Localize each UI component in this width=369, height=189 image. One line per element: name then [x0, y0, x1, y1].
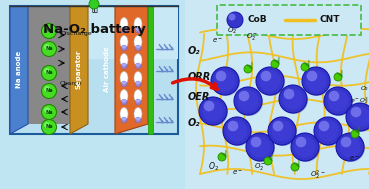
Circle shape — [259, 70, 280, 91]
Circle shape — [41, 119, 56, 135]
Circle shape — [223, 117, 251, 145]
Circle shape — [249, 136, 270, 157]
Circle shape — [135, 45, 141, 51]
Text: $O_2$: $O_2$ — [207, 161, 218, 173]
Circle shape — [314, 117, 342, 145]
Circle shape — [41, 66, 56, 81]
Circle shape — [349, 106, 369, 128]
Circle shape — [44, 86, 50, 92]
Circle shape — [247, 134, 275, 162]
Ellipse shape — [134, 90, 142, 102]
Circle shape — [296, 137, 306, 147]
Text: Charge: Charge — [60, 81, 83, 85]
Circle shape — [303, 68, 331, 96]
Ellipse shape — [120, 71, 128, 84]
Circle shape — [228, 13, 235, 20]
Circle shape — [351, 107, 361, 117]
Circle shape — [44, 122, 50, 128]
Circle shape — [280, 86, 308, 114]
Text: Na: Na — [45, 109, 53, 115]
Polygon shape — [70, 6, 88, 134]
FancyBboxPatch shape — [148, 6, 153, 134]
Text: $e^-O_2^{2-}$: $e^-O_2^{2-}$ — [350, 96, 369, 106]
Circle shape — [227, 121, 248, 142]
Text: Na: Na — [45, 88, 53, 94]
Ellipse shape — [134, 53, 142, 67]
Circle shape — [336, 133, 364, 161]
Text: $O_2^-$: $O_2^-$ — [246, 32, 258, 43]
Circle shape — [292, 134, 320, 162]
Circle shape — [227, 12, 243, 28]
Text: Na: Na — [45, 125, 53, 129]
Circle shape — [351, 130, 359, 138]
Circle shape — [283, 88, 303, 109]
Text: 🌿: 🌿 — [91, 2, 97, 12]
Text: Na anode: Na anode — [16, 50, 22, 88]
Ellipse shape — [120, 108, 128, 121]
Circle shape — [235, 88, 263, 116]
Circle shape — [269, 118, 297, 146]
Circle shape — [341, 137, 351, 147]
Text: $O_2$: $O_2$ — [227, 26, 237, 36]
Text: OER: OER — [188, 92, 210, 102]
Circle shape — [44, 107, 50, 113]
Circle shape — [121, 117, 127, 123]
Circle shape — [301, 63, 309, 71]
Circle shape — [291, 163, 299, 171]
Text: $e^-$: $e^-$ — [213, 36, 224, 45]
Text: $O_2^-$: $O_2^-$ — [254, 161, 266, 173]
Text: Na-O₂ battery: Na-O₂ battery — [43, 22, 145, 36]
Circle shape — [347, 104, 369, 132]
Circle shape — [199, 97, 227, 125]
Circle shape — [234, 87, 262, 115]
Circle shape — [273, 121, 283, 131]
Circle shape — [200, 98, 228, 126]
Circle shape — [272, 121, 293, 142]
FancyBboxPatch shape — [10, 6, 178, 59]
Circle shape — [302, 67, 330, 95]
Text: ORR: ORR — [188, 72, 211, 82]
Text: $O_2^{2-}$: $O_2^{2-}$ — [310, 168, 326, 182]
Circle shape — [239, 91, 249, 101]
Ellipse shape — [120, 18, 128, 30]
Circle shape — [251, 137, 261, 147]
Circle shape — [135, 81, 141, 87]
Text: Na: Na — [45, 70, 53, 75]
Circle shape — [257, 68, 285, 96]
Circle shape — [41, 42, 56, 57]
Circle shape — [319, 121, 329, 131]
Circle shape — [334, 73, 342, 81]
Circle shape — [238, 91, 259, 112]
Ellipse shape — [134, 108, 142, 121]
Circle shape — [121, 63, 127, 69]
Circle shape — [329, 91, 339, 101]
Circle shape — [135, 63, 141, 69]
Circle shape — [212, 68, 240, 96]
Circle shape — [41, 105, 56, 119]
Circle shape — [339, 136, 361, 157]
Circle shape — [306, 70, 327, 91]
Circle shape — [135, 117, 141, 123]
Ellipse shape — [134, 71, 142, 84]
Polygon shape — [28, 6, 70, 124]
Circle shape — [261, 71, 271, 81]
FancyBboxPatch shape — [185, 0, 369, 189]
Circle shape — [284, 89, 294, 99]
Text: CoB: CoB — [248, 15, 268, 25]
Text: Na: Na — [45, 29, 53, 33]
Ellipse shape — [120, 90, 128, 102]
Circle shape — [215, 71, 226, 81]
Circle shape — [214, 70, 235, 91]
Circle shape — [204, 101, 214, 111]
Text: CNT: CNT — [320, 15, 341, 25]
Circle shape — [271, 60, 279, 68]
Circle shape — [44, 68, 50, 74]
Circle shape — [291, 133, 319, 161]
Circle shape — [337, 134, 365, 162]
Circle shape — [41, 84, 56, 98]
Circle shape — [315, 118, 343, 146]
Circle shape — [244, 65, 252, 73]
Circle shape — [264, 157, 272, 165]
Polygon shape — [115, 6, 148, 134]
